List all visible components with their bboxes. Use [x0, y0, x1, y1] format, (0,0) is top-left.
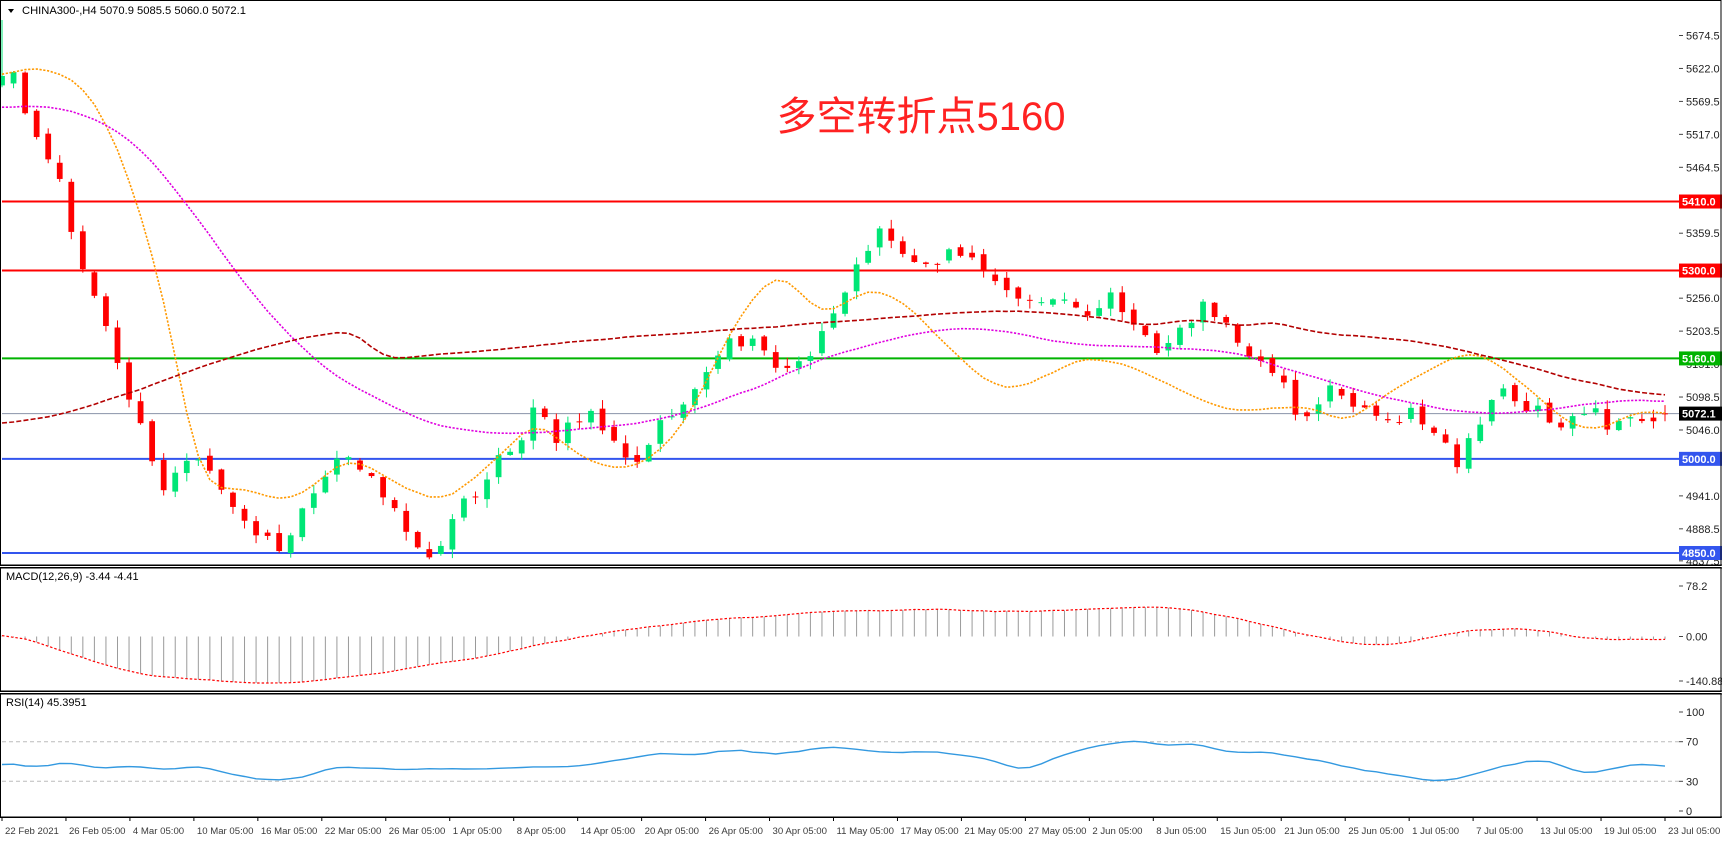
svg-text:5160.0: 5160.0 [1682, 353, 1716, 365]
svg-text:0: 0 [1686, 806, 1692, 818]
svg-text:5098.5: 5098.5 [1686, 392, 1720, 404]
svg-text:15 Jun 05:00: 15 Jun 05:00 [1220, 826, 1275, 837]
svg-text:多空转折点5160: 多空转折点5160 [777, 95, 1066, 139]
svg-text:8 Apr 05:00: 8 Apr 05:00 [517, 826, 566, 837]
svg-text:5203.5: 5203.5 [1686, 326, 1720, 338]
svg-text:5046.0: 5046.0 [1686, 425, 1720, 437]
svg-text:17 May 05:00: 17 May 05:00 [900, 826, 958, 837]
svg-text:22 Feb 2021: 22 Feb 2021 [5, 826, 59, 837]
svg-text:1 Apr 05:00: 1 Apr 05:00 [453, 826, 502, 837]
svg-text:4850.0: 4850.0 [1682, 548, 1716, 560]
svg-text:30 Apr 05:00: 30 Apr 05:00 [773, 826, 827, 837]
svg-text:5359.5: 5359.5 [1686, 228, 1720, 240]
svg-text:13 Jul 05:00: 13 Jul 05:00 [1540, 826, 1592, 837]
svg-text:5674.5: 5674.5 [1686, 31, 1720, 43]
svg-text:5622.0: 5622.0 [1686, 63, 1720, 75]
svg-text:4941.0: 4941.0 [1686, 491, 1720, 503]
svg-text:26 Mar 05:00: 26 Mar 05:00 [389, 826, 446, 837]
svg-text:0.00: 0.00 [1686, 632, 1707, 644]
svg-text:25 Jun 05:00: 25 Jun 05:00 [1348, 826, 1403, 837]
svg-text:5464.5: 5464.5 [1686, 162, 1720, 174]
svg-text:11 May 05:00: 11 May 05:00 [837, 826, 894, 837]
svg-text:70: 70 [1686, 737, 1698, 749]
svg-text:-140.88: -140.88 [1686, 676, 1722, 688]
svg-text:26 Apr 05:00: 26 Apr 05:00 [709, 826, 763, 837]
svg-text:5000.0: 5000.0 [1682, 454, 1716, 466]
svg-text:4888.5: 4888.5 [1686, 524, 1720, 536]
svg-text:5517.0: 5517.0 [1686, 129, 1720, 141]
svg-text:5569.5: 5569.5 [1686, 96, 1720, 108]
svg-text:5256.0: 5256.0 [1686, 293, 1720, 305]
svg-text:27 May 05:00: 27 May 05:00 [1028, 826, 1086, 837]
svg-text:20 Apr 05:00: 20 Apr 05:00 [645, 826, 699, 837]
svg-text:5300.0: 5300.0 [1682, 266, 1716, 278]
svg-text:26 Feb 05:00: 26 Feb 05:00 [69, 826, 126, 837]
svg-text:16 Mar 05:00: 16 Mar 05:00 [261, 826, 318, 837]
svg-text:21 Jun 05:00: 21 Jun 05:00 [1284, 826, 1339, 837]
svg-text:RSI(14) 45.3951: RSI(14) 45.3951 [6, 697, 87, 709]
svg-text:CHINA300-,H4 5070.9 5085.5 5: CHINA300-,H4 5070.9 5085.5 5060.0 5072.1 [22, 5, 246, 17]
svg-text:2 Jun 05:00: 2 Jun 05:00 [1092, 826, 1142, 837]
svg-text:10 Mar 05:00: 10 Mar 05:00 [197, 826, 254, 837]
svg-text:21 May 05:00: 21 May 05:00 [964, 826, 1022, 837]
svg-text:100: 100 [1686, 707, 1704, 719]
svg-text:22 Mar 05:00: 22 Mar 05:00 [325, 826, 382, 837]
svg-text:14 Apr 05:00: 14 Apr 05:00 [581, 826, 635, 837]
svg-text:4 Mar 05:00: 4 Mar 05:00 [133, 826, 184, 837]
svg-text:19 Jul 05:00: 19 Jul 05:00 [1604, 826, 1656, 837]
svg-text:MACD(12,26,9) -3.44 -4.41: MACD(12,26,9) -3.44 -4.41 [6, 571, 139, 583]
svg-text:1 Jul 05:00: 1 Jul 05:00 [1412, 826, 1459, 837]
svg-text:5410.0: 5410.0 [1682, 197, 1716, 209]
svg-text:30: 30 [1686, 776, 1698, 788]
svg-text:78.2: 78.2 [1686, 581, 1707, 593]
svg-text:5072.1: 5072.1 [1682, 409, 1716, 421]
svg-text:7 Jul 05:00: 7 Jul 05:00 [1476, 826, 1523, 837]
svg-text:8 Jun 05:00: 8 Jun 05:00 [1156, 826, 1206, 837]
svg-text:23 Jul 05:00: 23 Jul 05:00 [1668, 826, 1720, 837]
